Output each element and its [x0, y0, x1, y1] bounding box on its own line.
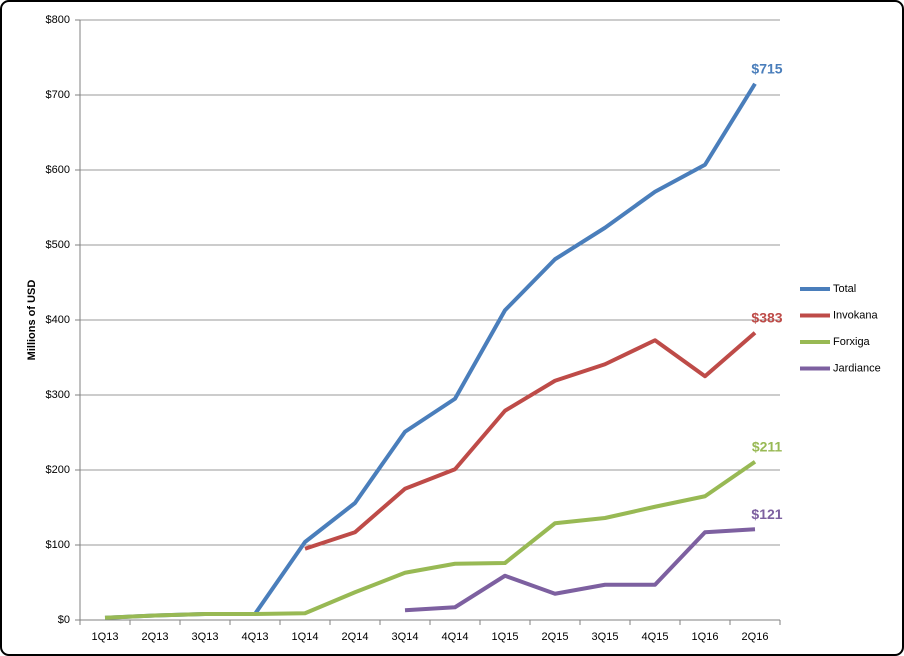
- x-tick-label: 1Q16: [692, 631, 719, 643]
- y-tick-label: $300: [46, 389, 70, 401]
- x-tick-label: 1Q14: [292, 631, 319, 643]
- x-tick-label: 2Q14: [342, 631, 369, 643]
- y-tick-label: $0: [58, 614, 70, 626]
- y-tick-label: $600: [46, 164, 70, 176]
- x-tick-label: 2Q15: [542, 631, 569, 643]
- legend-label: Total: [833, 283, 856, 295]
- x-tick-label: 3Q15: [592, 631, 619, 643]
- y-tick-label: $500: [46, 239, 70, 251]
- data-label: $383: [751, 309, 782, 325]
- data-label: $715: [751, 60, 782, 76]
- y-tick-label: $700: [46, 89, 70, 101]
- legend-label: Jardiance: [833, 362, 881, 374]
- x-tick-label: 1Q15: [492, 631, 519, 643]
- y-tick-label: $800: [46, 14, 70, 26]
- legend-label: Forxiga: [833, 336, 871, 348]
- x-tick-label: 2Q16: [742, 631, 769, 643]
- x-tick-label: 1Q13: [92, 631, 119, 643]
- series-line: [104, 460, 757, 620]
- series-line: [404, 527, 756, 613]
- x-tick-label: 3Q13: [192, 631, 219, 643]
- y-axis-label: Millions of USD: [26, 280, 38, 361]
- y-tick-label: $100: [46, 539, 70, 551]
- y-tick-label: $400: [46, 314, 70, 326]
- series-line: [304, 331, 757, 551]
- x-tick-label: 4Q13: [242, 631, 269, 643]
- x-tick-label: 4Q15: [642, 631, 669, 643]
- data-label: $121: [751, 506, 782, 522]
- data-label: $211: [752, 438, 783, 454]
- legend-label: Invokana: [833, 309, 879, 321]
- x-tick-label: 3Q14: [392, 631, 419, 643]
- x-tick-label: 2Q13: [142, 631, 169, 643]
- x-tick-label: 4Q14: [442, 631, 469, 643]
- y-tick-label: $200: [46, 464, 70, 476]
